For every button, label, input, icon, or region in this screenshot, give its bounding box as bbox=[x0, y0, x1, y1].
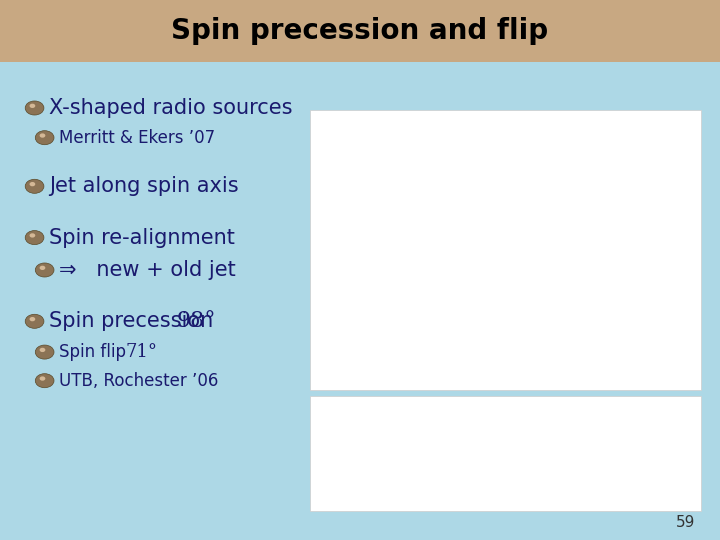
Text: UTB, Rochester ’06: UTB, Rochester ’06 bbox=[59, 372, 218, 390]
Circle shape bbox=[25, 101, 44, 115]
Circle shape bbox=[35, 374, 54, 388]
Bar bbox=[0, 0, 720, 62]
Text: 98°: 98° bbox=[176, 310, 216, 332]
Circle shape bbox=[25, 314, 44, 328]
Bar bbox=[310, 396, 701, 511]
Text: ⇒   new + old jet: ⇒ new + old jet bbox=[59, 260, 235, 280]
Circle shape bbox=[30, 182, 35, 186]
Circle shape bbox=[25, 231, 44, 245]
Text: Merritt & Ekers ’07: Merritt & Ekers ’07 bbox=[59, 129, 215, 147]
Circle shape bbox=[30, 233, 35, 238]
Circle shape bbox=[40, 266, 45, 270]
Text: Spin re-alignment: Spin re-alignment bbox=[49, 227, 235, 248]
Text: Spin precession: Spin precession bbox=[49, 311, 227, 332]
Circle shape bbox=[25, 179, 44, 193]
Circle shape bbox=[35, 345, 54, 359]
Circle shape bbox=[35, 131, 54, 145]
Text: 71°: 71° bbox=[126, 343, 158, 361]
Circle shape bbox=[30, 317, 35, 321]
Text: Jet along spin axis: Jet along spin axis bbox=[49, 176, 238, 197]
Text: Spin precession and flip: Spin precession and flip bbox=[171, 17, 549, 45]
Circle shape bbox=[30, 104, 35, 108]
Circle shape bbox=[40, 133, 45, 138]
Text: X-shaped radio sources: X-shaped radio sources bbox=[49, 98, 292, 118]
Bar bbox=[310, 110, 701, 390]
Text: 59: 59 bbox=[675, 515, 695, 530]
Circle shape bbox=[40, 348, 45, 352]
Text: Spin flip: Spin flip bbox=[59, 343, 137, 361]
Circle shape bbox=[35, 263, 54, 277]
Circle shape bbox=[40, 376, 45, 381]
